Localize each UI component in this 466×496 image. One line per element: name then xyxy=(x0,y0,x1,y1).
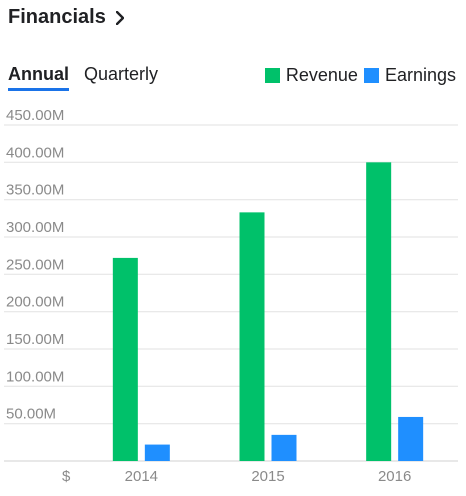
y-tick-label: 200.00M xyxy=(6,294,64,311)
y-tick-label: 300.00M xyxy=(6,219,64,236)
page-title: Financials xyxy=(8,6,106,28)
legend-item-revenue: Revenue xyxy=(264,65,358,86)
y-tick-label: 100.00M xyxy=(6,368,64,385)
chevron-right-icon xyxy=(115,10,124,25)
x-tick-label: 2014 xyxy=(125,468,158,485)
tab-quarterly[interactable]: Quarterly xyxy=(84,64,159,84)
x-tick-label: 2016 xyxy=(378,468,411,485)
y-tick-label: 350.00M xyxy=(6,182,64,199)
x-tick-label: 2015 xyxy=(251,468,284,485)
legend-swatch-earnings xyxy=(363,68,379,83)
y-tick-label: 400.00M xyxy=(6,144,64,161)
currency-label: $ xyxy=(62,468,71,485)
y-tick-label: 450.00M xyxy=(6,107,64,124)
tab-annual[interactable]: Annual xyxy=(8,64,69,91)
bar-earnings-2014 xyxy=(144,444,170,461)
y-tick-label: 50.00M xyxy=(6,406,56,423)
y-tick-label: 150.00M xyxy=(6,331,64,348)
bar-revenue-2016 xyxy=(366,162,392,462)
chart-legend: Revenue Earnings xyxy=(259,65,456,86)
period-tabs: Annual Quarterly xyxy=(8,64,173,91)
financials-header[interactable]: Financials xyxy=(8,6,124,29)
legend-label-earnings: Earnings xyxy=(384,65,456,85)
y-tick-label: 250.00M xyxy=(6,256,64,273)
bar-earnings-2015 xyxy=(271,434,297,461)
legend-label-revenue: Revenue xyxy=(285,65,358,85)
bar-earnings-2016 xyxy=(398,416,424,461)
bar-revenue-2014 xyxy=(112,257,138,461)
legend-swatch-revenue xyxy=(264,68,280,83)
bar-revenue-2015 xyxy=(239,212,265,461)
legend-item-earnings: Earnings xyxy=(363,65,456,86)
